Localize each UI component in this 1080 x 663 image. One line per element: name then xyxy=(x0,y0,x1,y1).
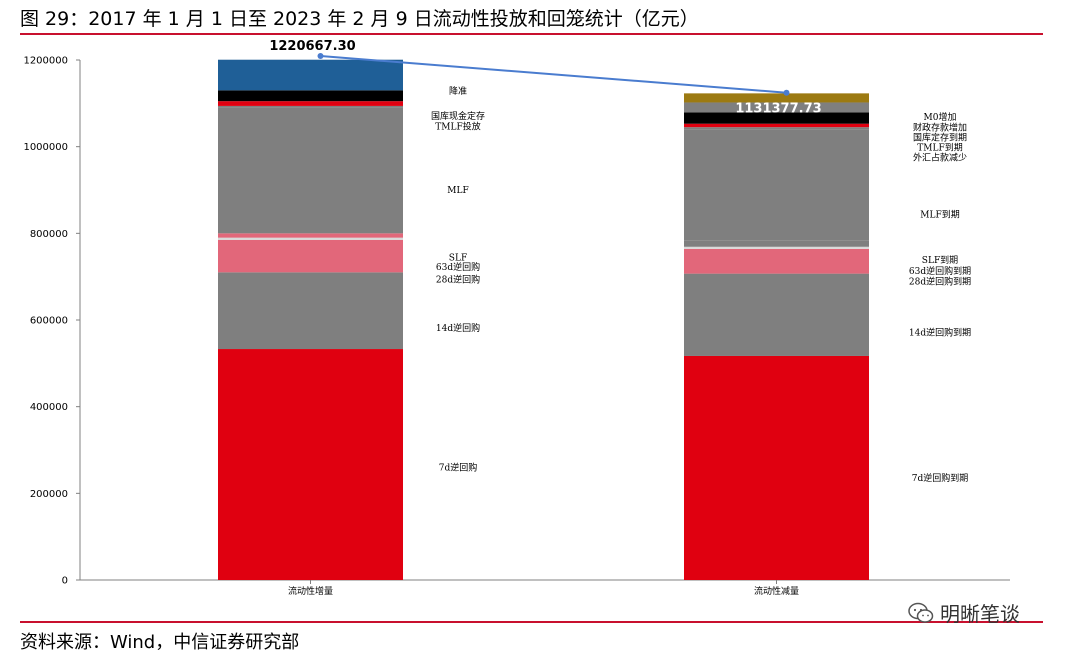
bar-segment-0 xyxy=(684,355,869,580)
y-tick-label: 0 xyxy=(62,576,68,587)
y-tick-label: 600000 xyxy=(30,316,68,327)
bar-segment-2 xyxy=(218,239,403,273)
total-marker xyxy=(317,53,324,60)
annotation-label: 7d逆回购到期 xyxy=(912,472,969,484)
bar-segment-1 xyxy=(684,273,869,356)
bar-segment-10 xyxy=(684,93,869,103)
y-tick-label: 200000 xyxy=(30,489,68,500)
bar-segment-5 xyxy=(684,129,869,241)
annotation-label: TMLF投放 xyxy=(435,120,480,132)
annotation-label: 国库现金定存 xyxy=(431,110,485,122)
bar-segment-6 xyxy=(684,127,869,130)
total-value-label: 1220667.30 xyxy=(269,39,355,54)
wechat-icon xyxy=(908,602,934,623)
annotation-label: 14d逆回购到期 xyxy=(909,327,971,339)
bar-segment-4 xyxy=(218,233,403,238)
annotation-label: 14d逆回购 xyxy=(436,322,480,334)
bar-segment-3 xyxy=(684,246,869,249)
total-marker xyxy=(783,89,790,96)
bottom-divider xyxy=(20,621,1043,623)
bar-segment-5 xyxy=(218,107,403,234)
bar-segment-7 xyxy=(684,123,869,128)
annotation-label: 63d逆回购到期 xyxy=(909,265,971,277)
y-tick-label: 800000 xyxy=(30,229,68,240)
total-value-label: 1131377.73 xyxy=(735,102,821,117)
bar-segment-6 xyxy=(218,105,403,108)
annotation-label: 28d逆回购到期 xyxy=(909,275,971,287)
total-connector-line xyxy=(320,55,787,94)
brand-watermark: 明晰笔谈 xyxy=(908,598,1020,627)
bar-segment-1 xyxy=(218,272,403,350)
annotation-label: SLF xyxy=(449,254,467,264)
source-note: 资料来源：Wind，中信证券研究部 xyxy=(20,632,300,653)
annotation-label: TMLF到期 xyxy=(917,142,962,154)
annotation-label: 7d逆回购 xyxy=(439,461,478,473)
bar-segment-residual xyxy=(218,59,403,91)
y-tick-label: 400000 xyxy=(30,402,68,413)
annotation-label: MLF xyxy=(447,186,468,196)
annotation-label: M0增加 xyxy=(924,111,957,123)
annotation-label: 外汇占款减少 xyxy=(913,152,967,164)
bar-segment-2 xyxy=(684,248,869,274)
annotation-label: 降准 xyxy=(449,85,467,97)
annotation-label: 财政存款增加 xyxy=(913,122,967,134)
annotation-label: 63d逆回购 xyxy=(436,261,480,273)
bar-segment-8 xyxy=(218,90,403,102)
bar-segment-4 xyxy=(684,240,869,247)
annotation-label: MLF到期 xyxy=(920,208,959,220)
y-tick-label: 1000000 xyxy=(23,142,68,153)
x-category-label: 流动性增量 xyxy=(288,585,333,597)
bar-segment-7 xyxy=(218,101,403,106)
annotation-label: 国库定存到期 xyxy=(913,132,967,144)
y-tick-label: 1200000 xyxy=(23,56,68,67)
chart-title: 图 29：2017 年 1 月 1 日至 2023 年 2 月 9 日流动性投放… xyxy=(20,8,699,30)
bar-segment-9 xyxy=(684,102,869,113)
x-category-label: 流动性减量 xyxy=(754,585,799,597)
annotation-label: 28d逆回购 xyxy=(436,274,480,286)
stacked-bar-chart: 0 200000 400000 600000 800000 1000000 1200000 流… xyxy=(23,39,1010,597)
annotation-label: SLF到期 xyxy=(922,254,958,266)
bar-segment-8 xyxy=(684,112,869,124)
bar-segment-0 xyxy=(218,349,403,580)
brand-name: 明晰笔谈 xyxy=(940,602,1020,626)
top-divider xyxy=(20,33,1043,35)
bar-segment-3 xyxy=(218,237,403,240)
